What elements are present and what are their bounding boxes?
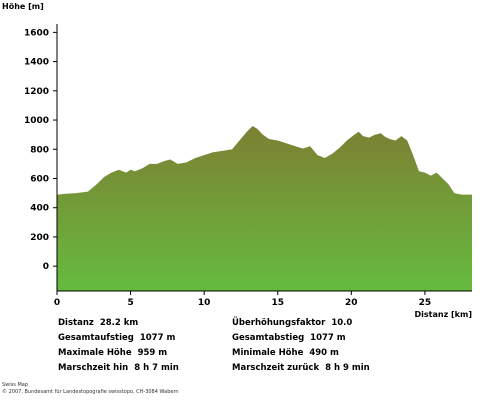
stat-exaggeration-factor: Überhöhungsfaktor 10.0 xyxy=(232,318,352,328)
y-tick-label: 600 xyxy=(30,174,49,184)
y-tick-label: 1000 xyxy=(24,116,49,126)
stat-value: 8 h 9 min xyxy=(325,363,370,373)
stat-label: Distanz xyxy=(58,318,94,328)
stat-value: 1077 m xyxy=(310,333,346,343)
x-tick-label: 15 xyxy=(271,298,284,308)
stat-label: Überhöhungsfaktor xyxy=(232,318,326,328)
y-tick-label: 1200 xyxy=(24,87,49,97)
x-tick-label: 0 xyxy=(54,298,60,308)
stat-walking-time-there: Marschzeit hin 8 h 7 min xyxy=(58,363,179,373)
footer-source: Swiss Map xyxy=(2,382,29,388)
stat-value: 1077 m xyxy=(139,333,176,343)
y-tick-label: 1600 xyxy=(24,28,49,38)
x-tick-label: 10 xyxy=(198,298,211,308)
x-tick-label: 5 xyxy=(127,298,133,308)
footer-copyright: © 2007, Bundesamt für Landestopografie s… xyxy=(2,389,179,395)
y-tick-label: 200 xyxy=(30,233,49,243)
stat-value: 10.0 xyxy=(331,318,353,328)
x-tick-label: 25 xyxy=(419,298,432,308)
stat-label: Minimale Höhe xyxy=(232,348,304,358)
y-tick-label: 1400 xyxy=(24,58,49,68)
y-tick-label: 400 xyxy=(30,204,49,214)
ticks: 0 200 400 600 800 1000 1200 1400 1600 0 5 10 15 20 25 xyxy=(24,28,431,308)
stat-walking-time-back: Marschzeit zurück 8 h 9 min xyxy=(232,363,370,373)
stat-value: 28.2 km xyxy=(99,318,139,328)
stat-value: 8 h 7 min xyxy=(134,363,179,373)
y-tick-label: 800 xyxy=(30,145,49,155)
stat-min-height: Minimale Höhe 490 m xyxy=(232,348,339,358)
stat-label: Marschzeit hin xyxy=(58,363,129,373)
x-axis-label: Distanz [km] xyxy=(415,310,472,319)
stat-value: 490 m xyxy=(309,348,339,358)
y-axis-label: Höhe [m] xyxy=(2,2,44,11)
axes xyxy=(56,24,472,292)
stat-total-ascent: Gesamtaufstieg 1077 m xyxy=(58,333,175,343)
stat-max-height: Maximale Höhe 959 m xyxy=(58,348,167,358)
stat-total-descent: Gesamtabstieg 1077 m xyxy=(232,333,346,343)
stat-distance: Distanz 28.2 km xyxy=(58,318,138,328)
stat-label: Marschzeit zurück xyxy=(232,363,320,373)
stat-label: Gesamtaufstieg xyxy=(58,333,134,343)
y-tick-label: 0 xyxy=(43,262,49,272)
stat-label: Maximale Höhe xyxy=(58,348,132,358)
stat-label: Gesamtabstieg xyxy=(232,333,305,343)
x-tick-label: 20 xyxy=(345,298,358,308)
elevation-area xyxy=(57,126,472,291)
stat-value: 959 m xyxy=(137,348,168,358)
